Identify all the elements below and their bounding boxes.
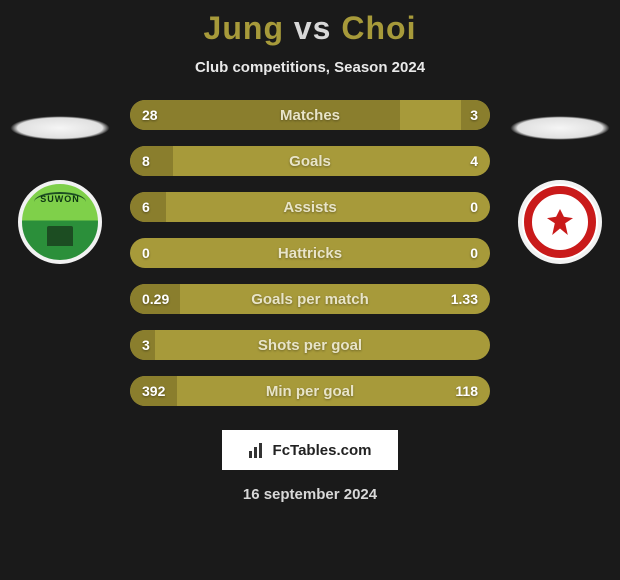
club-badge-left-text: SUWON [40, 194, 80, 204]
watermark-text: FcTables.com [273, 442, 372, 459]
stat-bar-goals-per-match: 0.291.33Goals per match [130, 284, 490, 314]
left-player-column: SUWON [0, 100, 120, 264]
stat-label: Goals [130, 153, 490, 170]
watermark: FcTables.com [222, 430, 398, 470]
club-badge-right-inner [538, 200, 582, 244]
stat-label: Assists [130, 199, 490, 216]
subtitle: Club competitions, Season 2024 [0, 59, 620, 76]
date: 16 september 2024 [0, 486, 620, 503]
stat-bar-goals: 84Goals [130, 146, 490, 176]
player2-name: Choi [341, 10, 416, 46]
player-silhouette-left [10, 116, 110, 140]
stat-label: Hattricks [130, 245, 490, 262]
comparison-title: Jung vs Choi [0, 0, 620, 47]
club-badge-right [518, 180, 602, 264]
stat-label: Min per goal [130, 383, 490, 400]
comparison-area: SUWON 283Matches 84Goals 60Assists 00Hattri… [0, 100, 620, 406]
club-badge-left: SUWON [18, 180, 102, 264]
stat-bar-min-per-goal: 392118Min per goal [130, 376, 490, 406]
player1-name: Jung [204, 10, 284, 46]
stat-label: Matches [130, 107, 490, 124]
stat-bar-hattricks: 00Hattricks [130, 238, 490, 268]
stat-bar-assists: 60Assists [130, 192, 490, 222]
stat-label: Shots per goal [130, 337, 490, 354]
right-player-column [500, 100, 620, 264]
vs-text: vs [294, 10, 332, 46]
fctables-logo-icon [249, 442, 267, 458]
phoenix-icon [547, 209, 573, 235]
player-silhouette-right [510, 116, 610, 140]
stat-bar-matches: 283Matches [130, 100, 490, 130]
stat-label: Goals per match [130, 291, 490, 308]
stat-bars: 283Matches 84Goals 60Assists 00Hattricks 0.2… [130, 100, 490, 406]
club-badge-left-icon [47, 226, 73, 246]
stat-bar-shots-per-goal: 3Shots per goal [130, 330, 490, 360]
